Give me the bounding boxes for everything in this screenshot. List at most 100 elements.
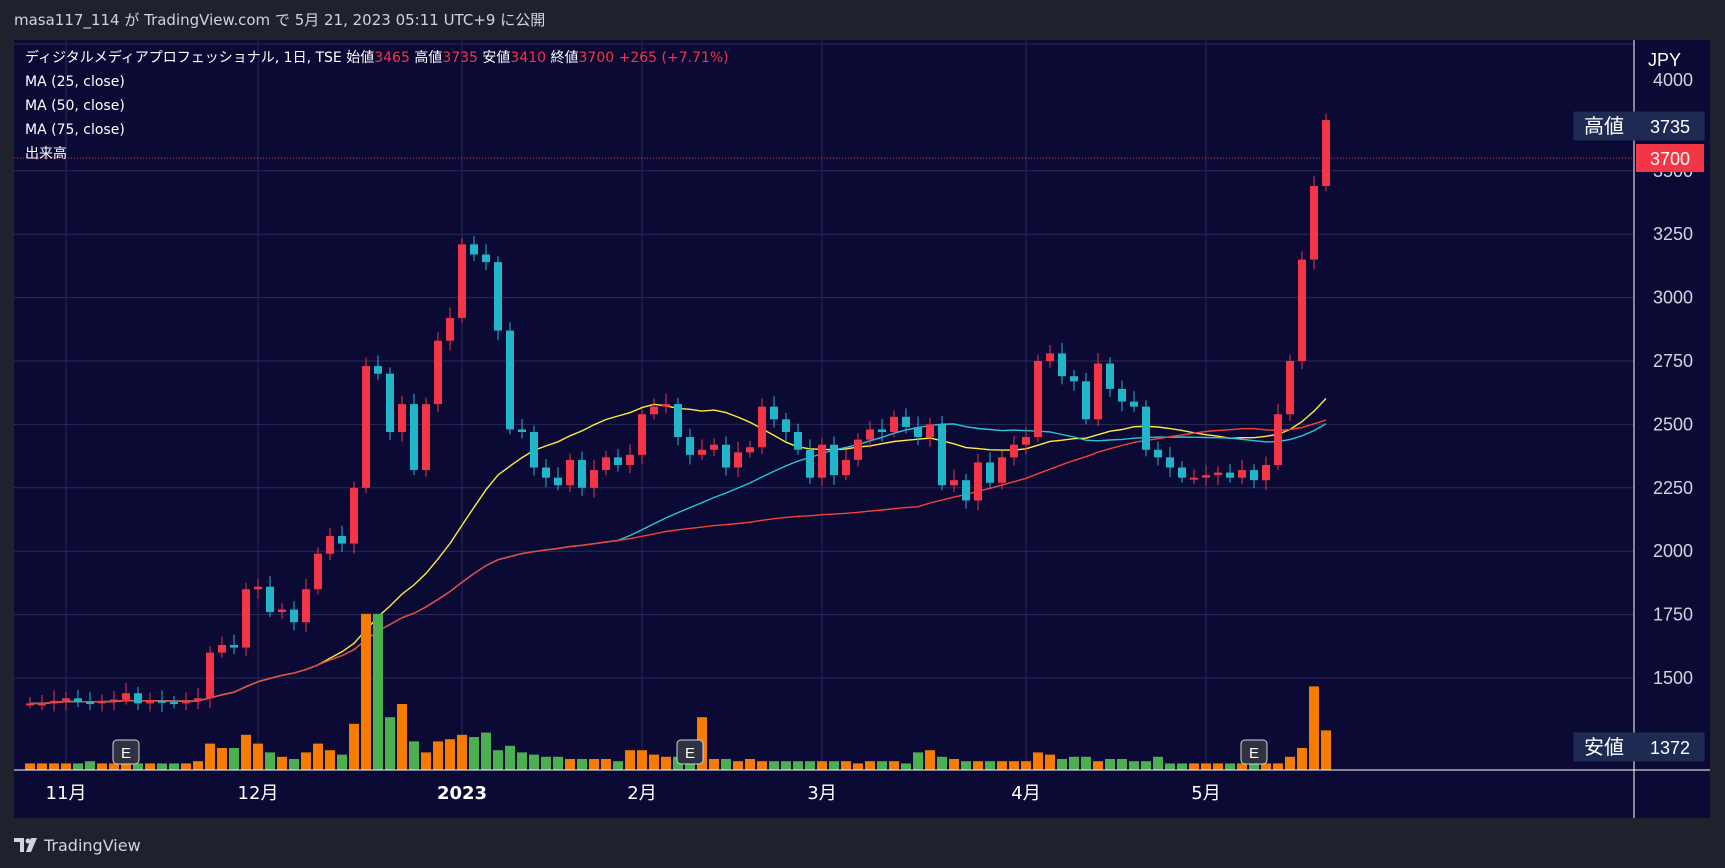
close-value: 3700	[578, 50, 615, 66]
volume-bar	[949, 759, 959, 770]
volume-bar	[997, 761, 1007, 770]
volume-bar	[313, 743, 323, 770]
x-axis: 11月 12月 2023 2月 3月 4月 5月	[46, 783, 1221, 804]
volume-bar	[961, 761, 971, 770]
volume-bar	[973, 761, 983, 770]
volume-bar	[97, 763, 107, 770]
volume-bar	[445, 739, 455, 770]
volume-bar	[109, 763, 119, 770]
volume-bar	[217, 748, 227, 770]
volume-bar	[661, 756, 671, 770]
candle-body	[854, 439, 862, 460]
volume-bar	[1201, 763, 1211, 770]
candle-body	[1238, 470, 1246, 478]
y-tick-label: 3000	[1653, 288, 1693, 308]
candle-body	[290, 609, 298, 623]
earnings-marker-label: E	[1249, 745, 1259, 762]
candle-body	[590, 470, 598, 488]
volume-bar	[817, 761, 827, 770]
volume-bar	[1081, 756, 1091, 770]
candle-body	[950, 480, 958, 486]
volume-bar	[1321, 730, 1331, 770]
volume-label[interactable]: 出来高	[25, 146, 67, 162]
candle-body	[182, 700, 190, 704]
currency-label: JPY	[1648, 50, 1681, 70]
x-tick-label: 2023	[437, 783, 487, 804]
volume-bar	[601, 759, 611, 770]
earnings-marker	[112, 739, 140, 765]
candle-body	[674, 404, 682, 438]
ma75-label[interactable]: MA (75, close)	[25, 122, 125, 138]
candle-body	[482, 254, 490, 263]
volume-bar	[589, 759, 599, 770]
candle-body	[830, 444, 838, 476]
volume-bar	[457, 734, 467, 770]
volume-bar	[853, 763, 863, 770]
volume-bar	[1285, 756, 1295, 770]
candle-body	[518, 429, 526, 433]
candle-body	[278, 609, 286, 613]
candle-body	[494, 262, 502, 331]
candle-body	[1142, 406, 1150, 450]
x-tick-label: 11月	[46, 783, 87, 804]
close-label: 終値	[550, 50, 579, 66]
volume-bar	[1165, 763, 1175, 770]
candle-body	[362, 366, 370, 488]
candle-body	[1130, 401, 1138, 407]
candle-body	[110, 699, 118, 702]
high-label: 高値	[414, 50, 443, 66]
volume-bar	[769, 761, 779, 770]
tradingview-logo[interactable]: TradingView	[14, 832, 141, 858]
volume-bar	[361, 613, 371, 770]
volume-bar	[841, 761, 851, 770]
volume-bar	[325, 750, 335, 770]
volume-bar	[721, 759, 731, 770]
volume-bar	[1057, 759, 1067, 770]
candle-body	[98, 700, 106, 704]
volume-bar	[277, 756, 287, 770]
candle-body	[986, 462, 994, 483]
volume-bar	[1237, 763, 1247, 770]
volume-bar	[409, 741, 419, 770]
candle-body	[722, 444, 730, 468]
chart-background	[14, 40, 1710, 818]
volume-bar	[157, 763, 167, 770]
candle-body	[218, 645, 226, 653]
candle-body	[1202, 475, 1210, 478]
y-tick-label: 2500	[1653, 414, 1693, 434]
y-tick-label: 4000	[1653, 70, 1693, 90]
volume-bar	[1261, 763, 1271, 770]
candle-body	[146, 700, 154, 704]
ma50-label[interactable]: MA (50, close)	[25, 98, 125, 114]
ma25-label[interactable]: MA (25, close)	[25, 74, 125, 90]
volume-bar	[1117, 759, 1127, 770]
candles	[26, 113, 1330, 712]
volume-bar	[337, 754, 347, 770]
volume-bar	[373, 613, 383, 770]
volume-bar	[241, 734, 251, 770]
volume-bar	[301, 752, 311, 770]
candle-body	[1106, 363, 1114, 389]
low-label: 安値	[482, 50, 511, 66]
x-tick-label: 2月	[627, 783, 656, 804]
candle-body	[1166, 457, 1174, 468]
volume-bar	[421, 752, 431, 770]
volume-bar	[529, 754, 539, 770]
candle-body	[962, 480, 970, 501]
volume-bar	[517, 752, 527, 770]
candle-body	[254, 586, 262, 590]
candle-body	[818, 444, 826, 478]
volume-bar	[1105, 759, 1115, 770]
volume-bar	[613, 761, 623, 770]
candle-body	[686, 437, 694, 455]
volume-bar	[1213, 763, 1223, 770]
volume-bar	[1129, 761, 1139, 770]
volume-bar	[745, 759, 755, 770]
volume-bar	[1273, 763, 1283, 770]
volume-bar	[1153, 756, 1163, 770]
volume-bar	[1141, 761, 1151, 770]
volume-bar	[253, 743, 263, 770]
volume-bar	[205, 743, 215, 770]
